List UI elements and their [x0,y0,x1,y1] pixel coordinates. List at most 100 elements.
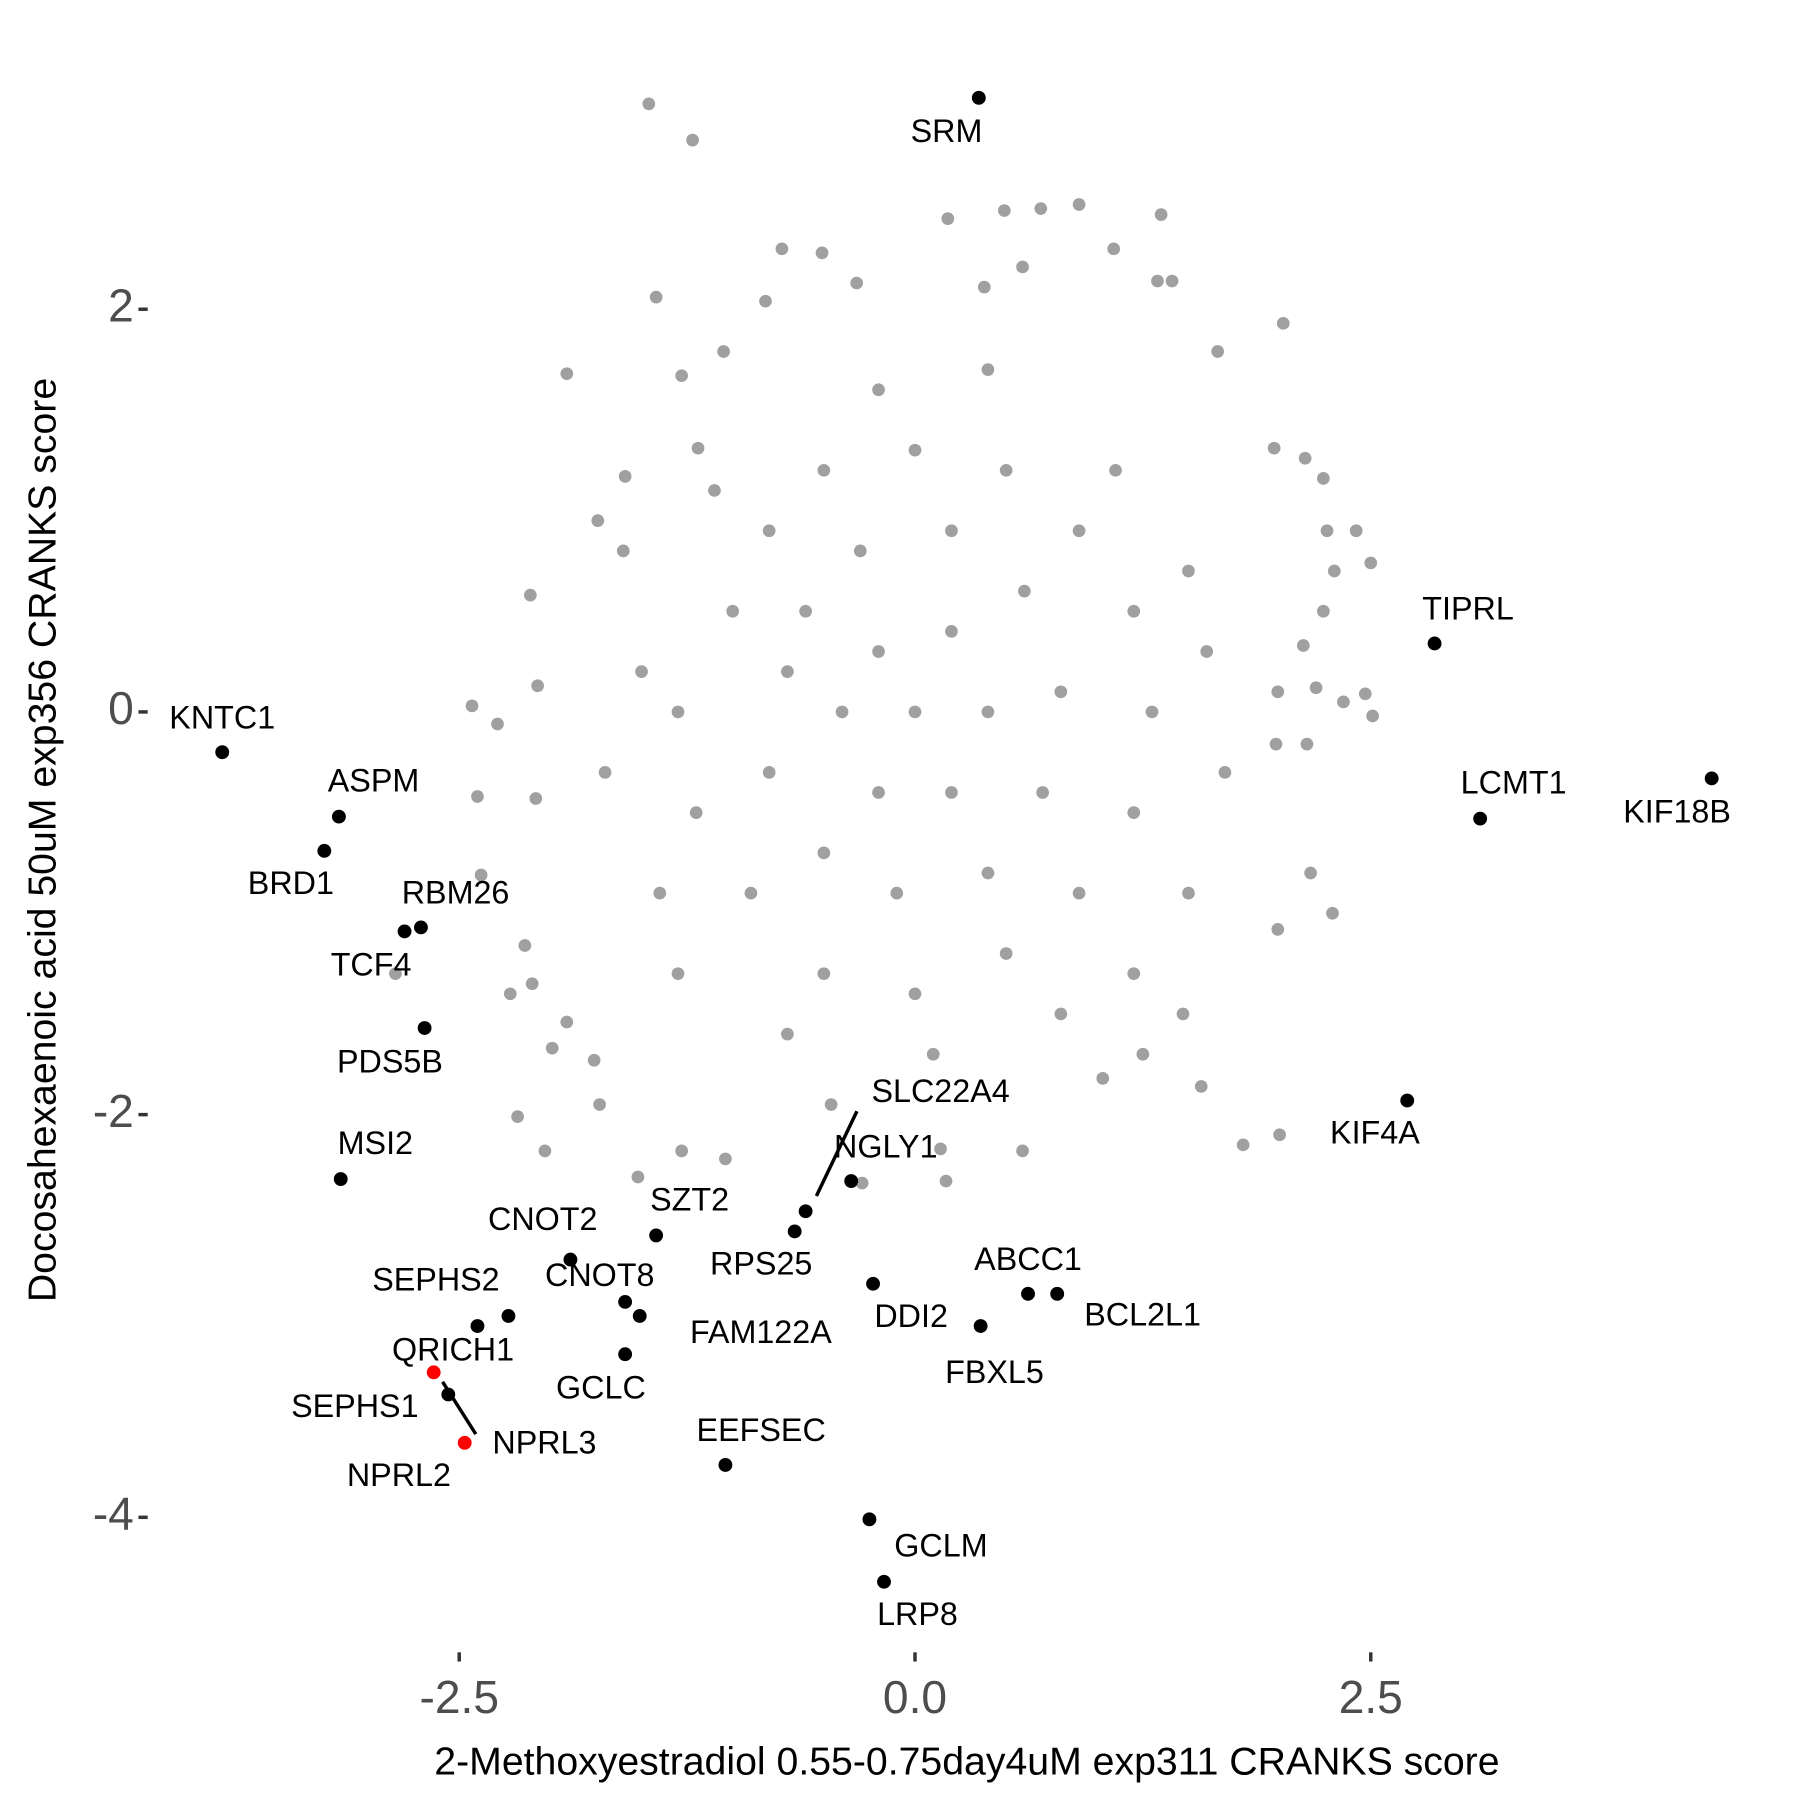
background-point [872,645,885,658]
background-point [945,625,958,638]
point-label: RBM26 [402,875,510,911]
y-tick-label: -2 [93,1085,134,1137]
background-point [1358,687,1372,701]
background-point [708,484,721,497]
background-point [981,363,995,376]
highlight-point [331,809,346,824]
background-point [1194,1080,1208,1093]
leader-line [814,1110,859,1197]
highlight-point [317,843,332,858]
background-point [997,204,1011,217]
background-point [1109,463,1122,477]
background-point [525,977,539,991]
point-label: DDI2 [874,1298,948,1334]
y-axis-title: Docosahexaenoic acid 50uM exp356 CRANKS … [20,378,64,1302]
y-tick-label: 2 [108,279,134,331]
point-label: GCLC [556,1370,646,1406]
background-point [675,369,688,383]
background-point [1072,524,1086,538]
point-label: GCLM [894,1528,987,1564]
background-point [815,246,829,260]
highlight-point [632,1309,647,1323]
background-point [872,786,885,799]
background-point [671,967,685,981]
point-label: NPRL3 [492,1425,596,1461]
background-point [587,1053,601,1067]
background-point [908,443,922,457]
background-point [934,1142,947,1156]
highlight-point [1050,1286,1065,1301]
background-point [762,765,776,779]
background-point [981,705,995,719]
background-point [471,790,484,803]
background-point [1127,806,1141,819]
background-point [1320,524,1334,538]
point-label: LRP8 [877,1596,958,1632]
background-point [511,1110,524,1123]
point-label: FAM122A [690,1314,832,1350]
highlight-point [414,920,428,935]
x-axis-title: 2-Methoxyestradiol 0.55-0.75day4uM exp31… [434,1740,1499,1784]
background-point [1182,564,1195,578]
background-point [1018,584,1031,598]
background-point [817,967,831,981]
background-point [872,383,885,397]
background-point [939,1174,953,1188]
background-point [689,806,703,819]
background-point [717,345,730,358]
highlight-point [563,1252,578,1267]
highlight-point [1021,1286,1035,1301]
background-point [759,294,772,308]
background-point [1127,604,1141,618]
background-point [890,886,904,900]
background-point [1054,1007,1068,1021]
highlight-point [215,745,230,760]
highlight-point [1473,811,1488,826]
background-point [545,1041,559,1055]
highlight-point [971,90,986,105]
background-point [855,1176,869,1190]
background-point [591,514,605,527]
highlight-point [470,1319,485,1333]
background-point [1326,906,1339,920]
background-point [1298,451,1312,465]
background-point [1016,260,1029,274]
highlight-point [397,924,412,939]
point-label: ASPM [328,763,420,799]
background-point [853,544,867,558]
point-label: BCL2L1 [1084,1296,1201,1332]
highlight-point [426,1365,441,1380]
highlight-point [718,1458,733,1472]
point-label: KIF4A [1330,1115,1420,1151]
background-point [1034,202,1048,215]
background-point [1304,866,1317,880]
background-point [1337,695,1350,709]
point-label: PDS5B [337,1043,443,1079]
highlight-point [457,1435,472,1450]
background-point [1317,604,1330,618]
highlight-point [1704,771,1719,786]
background-point [1176,1007,1190,1021]
background-point [1309,681,1323,695]
background-point [1072,886,1086,900]
point-label: SEPHS2 [372,1262,499,1298]
highlight-point [798,1204,813,1219]
point-label: TIPRL [1422,591,1514,627]
background-point [762,524,776,538]
background-point [560,367,574,381]
point-label: QRICH1 [392,1331,514,1367]
background-point [1267,441,1281,455]
background-point [618,470,632,483]
background-point [465,699,479,713]
background-point [593,1098,606,1111]
background-point [529,792,543,805]
highlight-point [787,1224,802,1239]
background-point [977,280,991,294]
x-tick-label: -2.5 [419,1671,499,1723]
point-label: NPRL2 [347,1457,451,1493]
background-point [1296,639,1310,652]
background-point [635,665,648,678]
background-point [908,705,922,719]
background-point [503,987,517,1001]
